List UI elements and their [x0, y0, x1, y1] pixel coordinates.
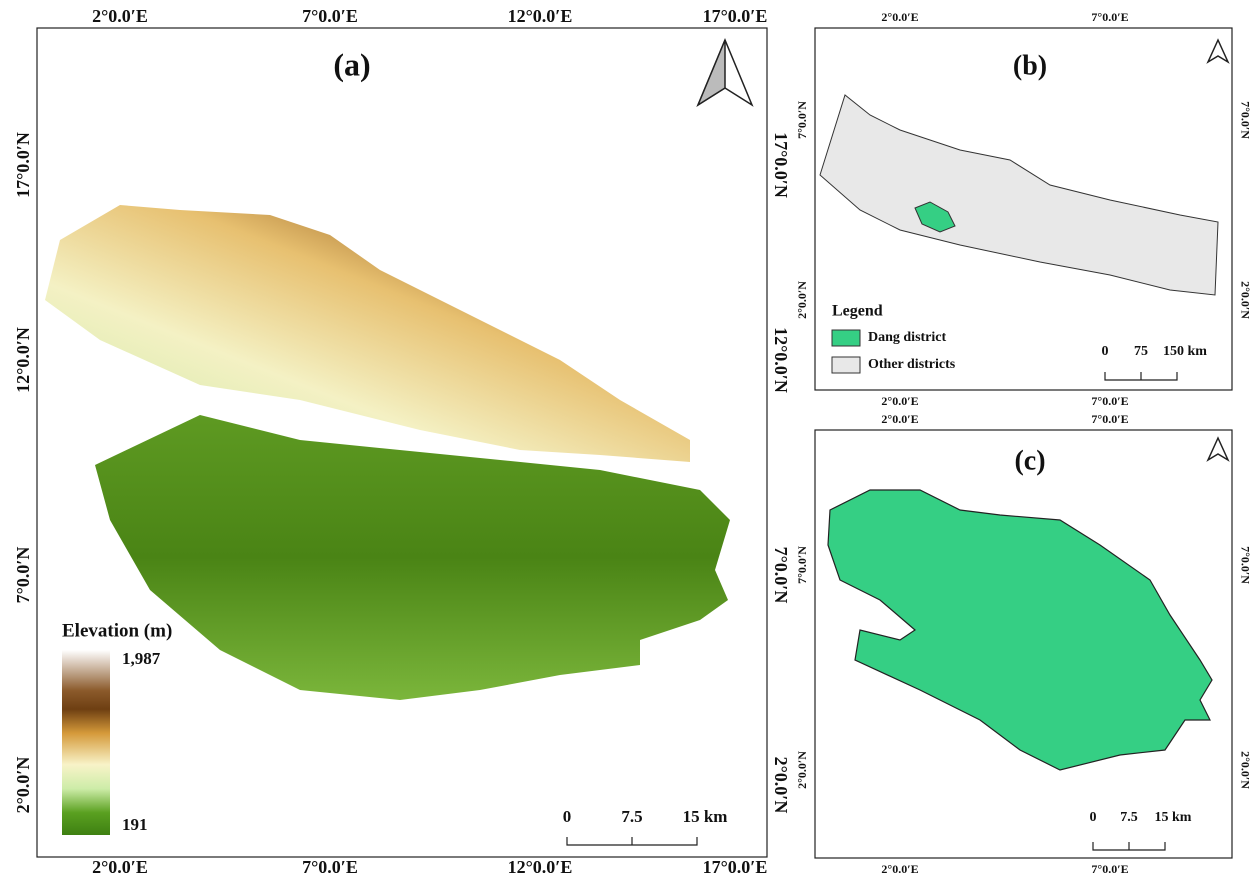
longitude-label: 2°0.0′E: [92, 6, 148, 26]
longitude-label: 12°0.0′E: [508, 857, 573, 877]
longitude-label: 2°0.0′E: [881, 862, 918, 876]
latitude-label: 2°0.0′N: [771, 757, 791, 814]
scale-bar: [1105, 372, 1177, 380]
latitude-label: 7°0.0′N: [795, 101, 809, 139]
latitude-label: 7°0.0′N: [1238, 546, 1252, 584]
legend-min: 191: [122, 815, 148, 834]
terrain-north: [45, 205, 690, 462]
legend-item: Other districts: [868, 357, 956, 372]
latitude-label: 7°0.0′N: [795, 546, 809, 584]
latitude-label: 12°0.0′N: [771, 327, 791, 393]
terrain-south: [95, 415, 730, 700]
longitude-label: 2°0.0′E: [92, 857, 148, 877]
dang-outline: [828, 490, 1212, 770]
panel-label: (b): [1013, 50, 1047, 81]
latitude-label: 2°0.0′N: [795, 281, 809, 319]
longitude-label: 7°0.0′E: [1091, 412, 1128, 426]
scale-bar: [1093, 842, 1165, 850]
latitude-label: 2°0.0′N: [1238, 281, 1252, 319]
longitude-label: 17°0.0′E: [703, 6, 768, 26]
longitude-label: 12°0.0′E: [508, 6, 573, 26]
latitude-label: 17°0.0′N: [771, 132, 791, 198]
longitude-label: 2°0.0′E: [881, 10, 918, 24]
longitude-label: 17°0.0′E: [703, 857, 768, 877]
panel-label: (c): [1014, 445, 1045, 476]
scale-label: 0: [1090, 810, 1097, 825]
longitude-label: 2°0.0′E: [881, 394, 918, 408]
latitude-label: 2°0.0′N: [795, 751, 809, 789]
legend-swatch: [832, 357, 860, 373]
legend-swatch: [832, 330, 860, 346]
scale-label: 0: [1102, 344, 1109, 359]
scale-bar: [567, 837, 697, 845]
longitude-label: 7°0.0′E: [1091, 394, 1128, 408]
legend-item: Dang district: [868, 330, 947, 345]
legend-title: Elevation (m): [62, 620, 172, 641]
latitude-label: 17°0.0′N: [13, 132, 33, 198]
scale-label: 7.5: [1120, 810, 1138, 825]
north-arrow: [698, 40, 725, 105]
figure: (a) 2°0.0′E 7°0.0′E 12°0.0′E 17°0.0′E 2°0.0′E…: [0, 0, 1255, 882]
longitude-label: 2°0.0′E: [881, 412, 918, 426]
panel-label: (a): [333, 46, 370, 82]
north-arrow: [1208, 438, 1228, 460]
scale-label: 150 km: [1163, 344, 1207, 359]
longitude-label: 7°0.0′E: [1091, 862, 1128, 876]
longitude-label: 7°0.0′E: [1091, 10, 1128, 24]
scale-label: 75: [1134, 344, 1148, 359]
latitude-label: 7°0.0′N: [13, 547, 33, 604]
legend-max: 1,987: [122, 649, 161, 668]
longitude-label: 7°0.0′E: [302, 857, 358, 877]
latitude-label: 12°0.0′N: [13, 327, 33, 393]
latitude-label: 7°0.0′N: [771, 547, 791, 604]
scale-label: 0: [563, 807, 572, 826]
scale-label: 7.5: [621, 807, 642, 826]
scale-label: 15 km: [1155, 810, 1192, 825]
latitude-label: 2°0.0′N: [13, 757, 33, 814]
legend-title: Legend: [832, 303, 883, 320]
elevation-color-bar: [62, 650, 110, 835]
longitude-label: 7°0.0′E: [302, 6, 358, 26]
terrain: [45, 205, 730, 835]
north-arrow: [1208, 40, 1228, 62]
scale-label: 15 km: [683, 807, 728, 826]
latitude-label: 7°0.0′N: [1238, 101, 1252, 139]
other-districts: [820, 95, 1218, 295]
latitude-label: 2°0.0′N: [1238, 751, 1252, 789]
